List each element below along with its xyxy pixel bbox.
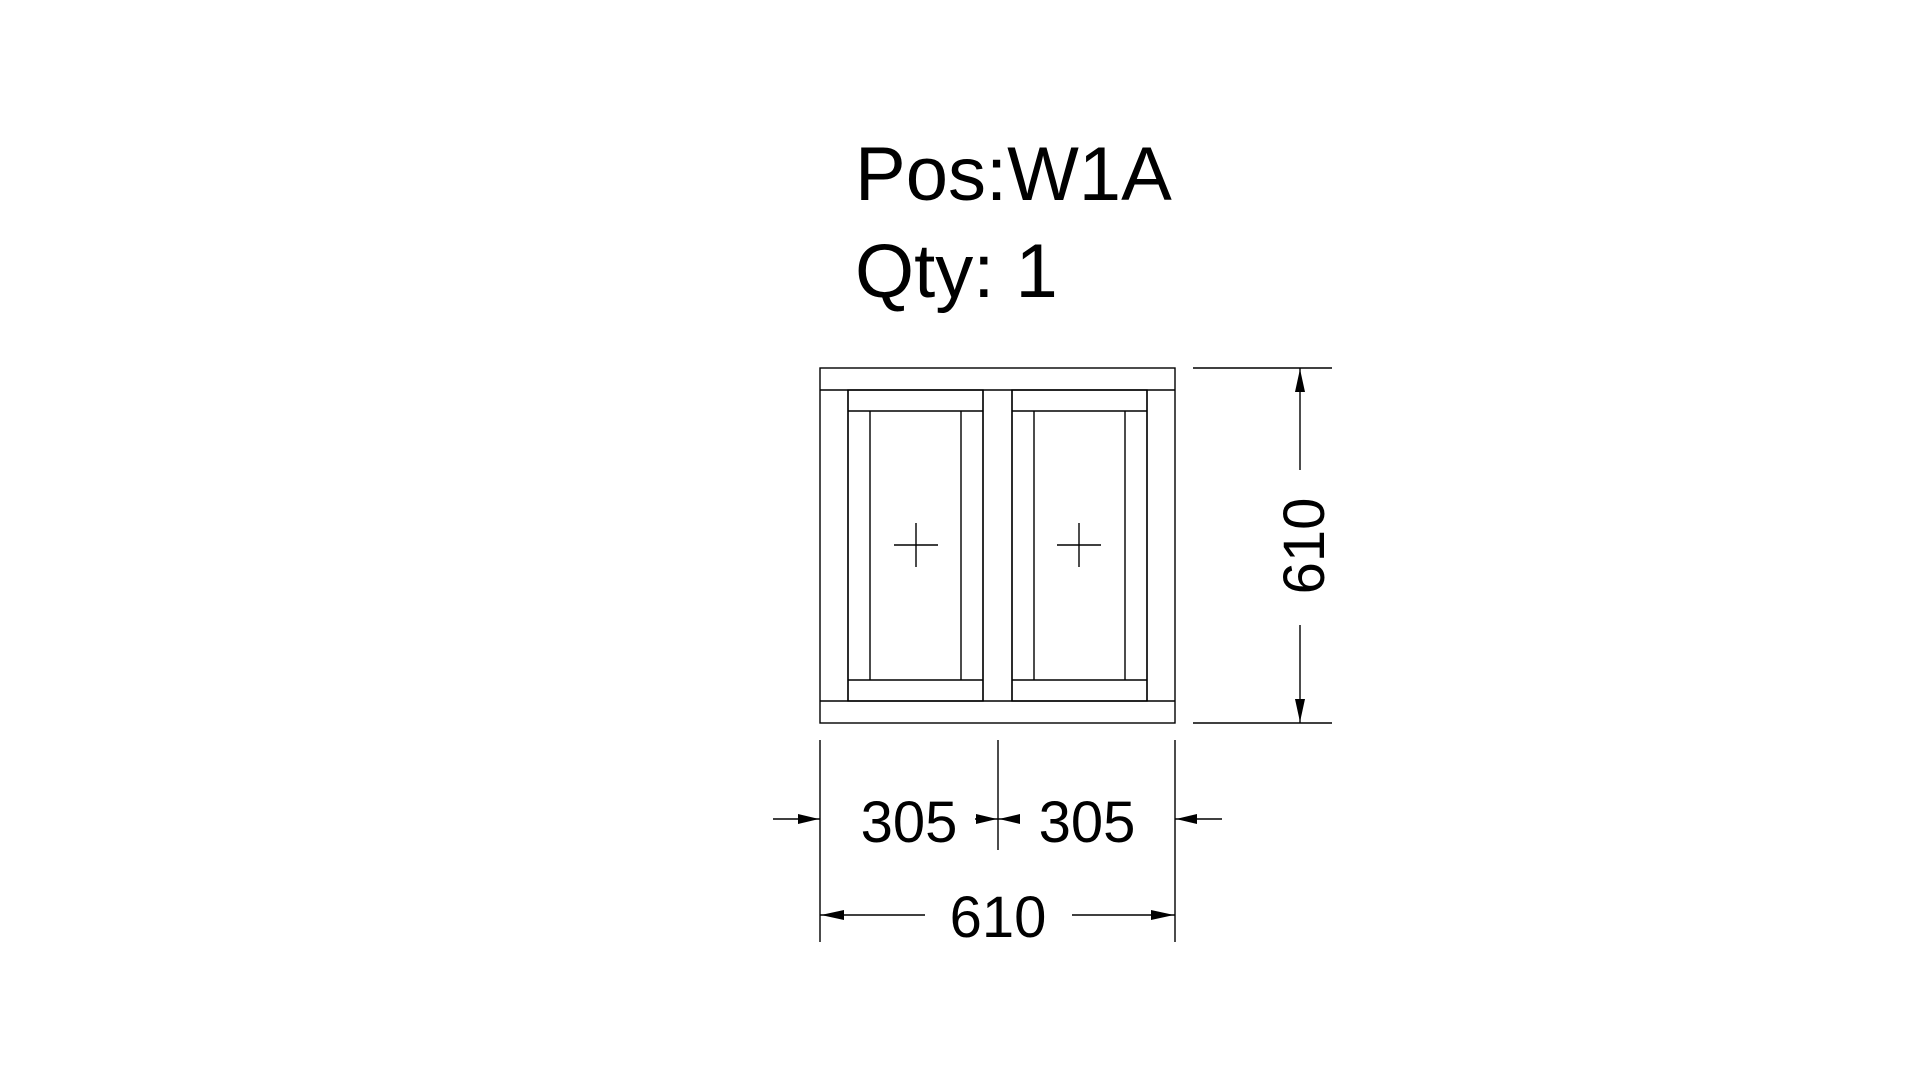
height-arrow-bottom [1295,699,1305,722]
left-sash-outline [847,389,984,702]
right-sash-width-label: 305 [1039,790,1136,855]
height-dimension-label: 610 [1272,498,1337,595]
width-arrow-right [1151,910,1174,920]
overall-width-dimension: 610 [820,885,1175,950]
quantity-label: Qty: 1 [855,229,1058,314]
outer-frame [819,367,1176,724]
right-sash [1011,389,1148,702]
sash-width-dimensions: 305 305 [773,740,1222,942]
position-label: Pos:W1A [855,132,1172,217]
left-sash-width-label: 305 [861,790,958,855]
window-frame [819,367,1176,724]
width-arrow-left [821,910,844,920]
overall-width-label: 610 [950,885,1047,950]
sash-dim-arrow-left [798,814,819,824]
sash-dim-arrow-middle-left [976,814,997,824]
right-sash-outline [1011,389,1148,702]
height-arrow-top [1295,369,1305,392]
sash-dim-arrow-right [1176,814,1197,824]
sash-dim-arrow-middle-right [999,814,1020,824]
height-dimension: 610 [1193,367,1337,724]
left-sash [847,389,984,702]
